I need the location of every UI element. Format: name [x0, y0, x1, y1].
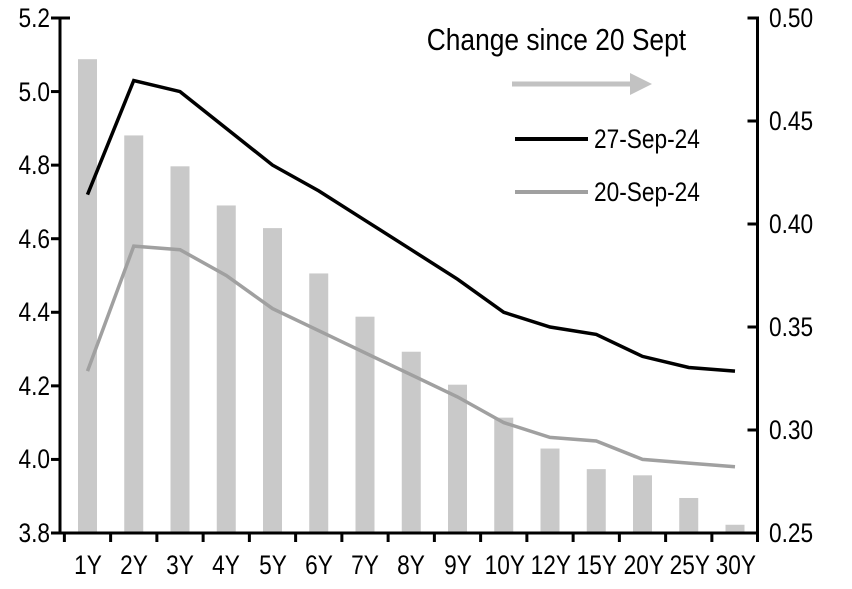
x-axis-label-10Y: 10Y — [484, 550, 525, 580]
bar-9Y — [448, 384, 467, 533]
line-20-Sep-24 — [85, 244, 736, 469]
legend-27sep-line-swatch — [515, 137, 588, 141]
x-axis-label-12Y: 12Y — [530, 550, 572, 580]
x-axis-label-8Y: 8Y — [397, 550, 426, 580]
right-axis-label-0.50: 0.50 — [769, 3, 814, 33]
x-axis-label-5Y: 5Y — [258, 550, 287, 580]
x-axis-label-4Y: 4Y — [212, 550, 241, 580]
left-axis-label-3.8: 3.8 — [18, 518, 50, 548]
bar-15Y — [586, 469, 606, 533]
bar-4Y — [216, 205, 236, 533]
x-axis-label-25Y: 25Y — [669, 550, 710, 580]
bar-10Y — [494, 417, 514, 533]
bar-30Y — [725, 524, 745, 533]
bar-7Y — [355, 316, 375, 533]
bar-5Y — [263, 228, 282, 533]
left-axis-label-4.0: 4.0 — [18, 444, 50, 475]
x-axis-label-2Y: 2Y — [119, 550, 148, 580]
legend-change-since-label: Change since 20 Sept — [426, 22, 687, 57]
right-axis-label-0.30: 0.30 — [769, 415, 814, 445]
bar-25Y — [679, 497, 699, 533]
x-axis-label-30Y: 30Y — [715, 550, 757, 580]
x-axis-label-6Y: 6Y — [304, 550, 333, 580]
right-arrow-icon — [512, 73, 652, 95]
x-axis-label-20Y: 20Y — [623, 550, 664, 580]
right-axis-label-0.40: 0.40 — [769, 209, 814, 239]
bar-12Y — [540, 448, 560, 533]
bar-2Y — [124, 135, 144, 534]
legend-20sep-line-swatch — [515, 190, 588, 194]
left-axis-label-4.6: 4.6 — [18, 223, 50, 254]
x-axis-label-9Y: 9Y — [443, 550, 472, 580]
bar-6Y — [309, 273, 329, 533]
x-axis-label-3Y: 3Y — [166, 550, 194, 580]
x-axis-label-15Y: 15Y — [576, 550, 618, 580]
arrow-head — [630, 73, 652, 95]
legend-27sep-label: 27-Sep-24 — [594, 124, 700, 154]
right-axis-label-0.25: 0.25 — [769, 518, 814, 548]
left-axis-label-5.0: 5.0 — [18, 76, 50, 107]
left-axis-label-5.2: 5.2 — [18, 3, 50, 33]
x-axis-label-7Y: 7Y — [351, 550, 379, 580]
bar-20Y — [633, 475, 652, 533]
legend-20sep-label: 20-Sep-24 — [594, 177, 700, 207]
right-axis-label-0.45: 0.45 — [769, 106, 814, 136]
left-axis-label-4.8: 4.8 — [18, 150, 50, 181]
right-axis-label-0.35: 0.35 — [769, 312, 814, 342]
left-axis-label-4.2: 4.2 — [18, 370, 50, 401]
line-27-Sep-24 — [85, 78, 736, 373]
left-axis-label-4.4: 4.4 — [18, 297, 50, 328]
bar-3Y — [170, 166, 190, 533]
bar-1Y — [78, 59, 97, 533]
bar-8Y — [401, 351, 421, 533]
arrow-shaft — [512, 81, 630, 87]
x-axis-label-1Y: 1Y — [73, 550, 102, 580]
